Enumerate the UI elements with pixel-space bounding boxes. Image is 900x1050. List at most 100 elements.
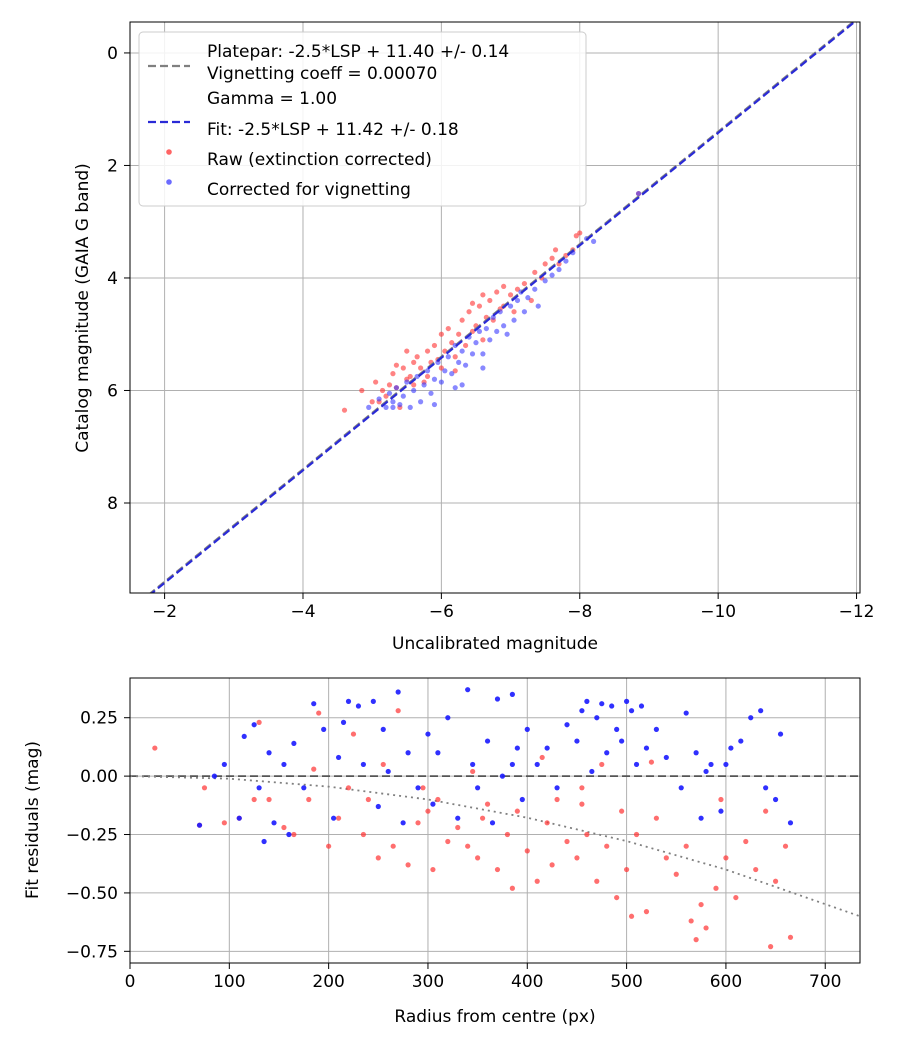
data-point bbox=[556, 266, 562, 273]
x-tick-label: 200 bbox=[312, 972, 344, 992]
data-point bbox=[380, 726, 386, 732]
data-point bbox=[405, 862, 411, 868]
data-point bbox=[266, 796, 272, 803]
data-point bbox=[407, 404, 413, 410]
data-point bbox=[772, 878, 779, 884]
x-tick-label: −8 bbox=[567, 602, 592, 622]
data-point bbox=[452, 368, 458, 374]
data-point bbox=[435, 359, 441, 365]
data-point bbox=[509, 885, 515, 891]
legend-label: Platepar: -2.5*LSP + 11.40 +/- 0.14 bbox=[207, 42, 509, 62]
data-point bbox=[375, 803, 381, 810]
data-point bbox=[395, 689, 401, 695]
data-point bbox=[431, 401, 438, 408]
data-point bbox=[480, 365, 486, 371]
data-point bbox=[708, 761, 714, 768]
data-point bbox=[507, 303, 514, 309]
data-point bbox=[340, 719, 347, 725]
data-point bbox=[549, 255, 555, 261]
data-point bbox=[604, 843, 610, 849]
data-point bbox=[584, 831, 590, 838]
data-point bbox=[221, 820, 227, 826]
legend-marker-sample bbox=[166, 149, 172, 155]
data-point bbox=[355, 703, 362, 709]
data-point bbox=[221, 761, 227, 768]
legend-box bbox=[138, 31, 587, 207]
data-point bbox=[452, 354, 458, 360]
data-point bbox=[459, 382, 465, 388]
data-point bbox=[535, 303, 541, 309]
data-point bbox=[683, 710, 689, 716]
data-point bbox=[723, 761, 729, 768]
data-point bbox=[390, 399, 396, 405]
data-point bbox=[484, 738, 491, 744]
data-point bbox=[633, 831, 640, 838]
data-point bbox=[609, 703, 615, 709]
data-point bbox=[311, 766, 317, 772]
data-point bbox=[424, 368, 431, 374]
y-tick-label: −0.25 bbox=[66, 826, 118, 846]
data-point bbox=[421, 382, 427, 388]
data-point bbox=[504, 331, 510, 337]
data-point bbox=[563, 258, 569, 264]
data-point bbox=[698, 901, 704, 908]
data-point bbox=[507, 292, 514, 298]
data-point bbox=[524, 726, 530, 732]
data-point bbox=[455, 815, 461, 821]
data-point bbox=[383, 393, 389, 399]
data-point bbox=[539, 754, 545, 761]
y-tick-label: 6 bbox=[107, 381, 118, 401]
y-tick-label: 8 bbox=[107, 494, 118, 514]
data-point bbox=[573, 233, 579, 239]
data-point bbox=[470, 761, 476, 768]
y-tick-label: 0.00 bbox=[80, 767, 118, 787]
data-point bbox=[534, 878, 540, 884]
data-point bbox=[411, 359, 417, 365]
data-point bbox=[542, 278, 548, 284]
data-point bbox=[594, 878, 600, 884]
data-point bbox=[462, 362, 469, 368]
data-point bbox=[291, 831, 297, 838]
data-point bbox=[359, 387, 365, 394]
data-point bbox=[768, 944, 774, 950]
data-point bbox=[418, 399, 424, 405]
data-point bbox=[619, 738, 625, 744]
data-point bbox=[281, 824, 287, 831]
data-point bbox=[763, 808, 769, 814]
data-point bbox=[414, 354, 420, 360]
x-tick-label: −6 bbox=[429, 602, 454, 622]
data-point bbox=[445, 354, 451, 360]
data-point bbox=[713, 885, 719, 891]
x-tick-label: 100 bbox=[213, 972, 245, 992]
data-point bbox=[577, 230, 583, 236]
data-point bbox=[291, 740, 297, 747]
data-point bbox=[424, 348, 431, 354]
data-point bbox=[534, 761, 540, 768]
data-point bbox=[445, 838, 451, 845]
data-point bbox=[251, 722, 257, 728]
data-point bbox=[589, 768, 595, 775]
data-point bbox=[552, 247, 559, 253]
data-point bbox=[466, 309, 472, 315]
data-point bbox=[693, 937, 699, 943]
data-point bbox=[445, 715, 451, 721]
data-point bbox=[385, 768, 391, 775]
x-tick-label: −2 bbox=[152, 602, 177, 622]
data-point bbox=[431, 376, 438, 382]
data-point bbox=[678, 785, 684, 791]
legend-label: Gamma = 1.00 bbox=[207, 89, 337, 109]
data-point bbox=[748, 715, 754, 721]
y-tick-label: −0.50 bbox=[66, 884, 118, 904]
data-point bbox=[638, 703, 645, 709]
data-point bbox=[476, 328, 483, 335]
data-point bbox=[574, 855, 580, 861]
data-point bbox=[579, 801, 585, 807]
data-point bbox=[574, 738, 580, 744]
data-point bbox=[442, 348, 448, 354]
y-tick-label: 0.25 bbox=[80, 709, 118, 729]
data-point bbox=[459, 317, 465, 323]
data-point bbox=[390, 404, 396, 410]
x-tick-label: −12 bbox=[839, 602, 875, 622]
data-point bbox=[435, 750, 441, 756]
